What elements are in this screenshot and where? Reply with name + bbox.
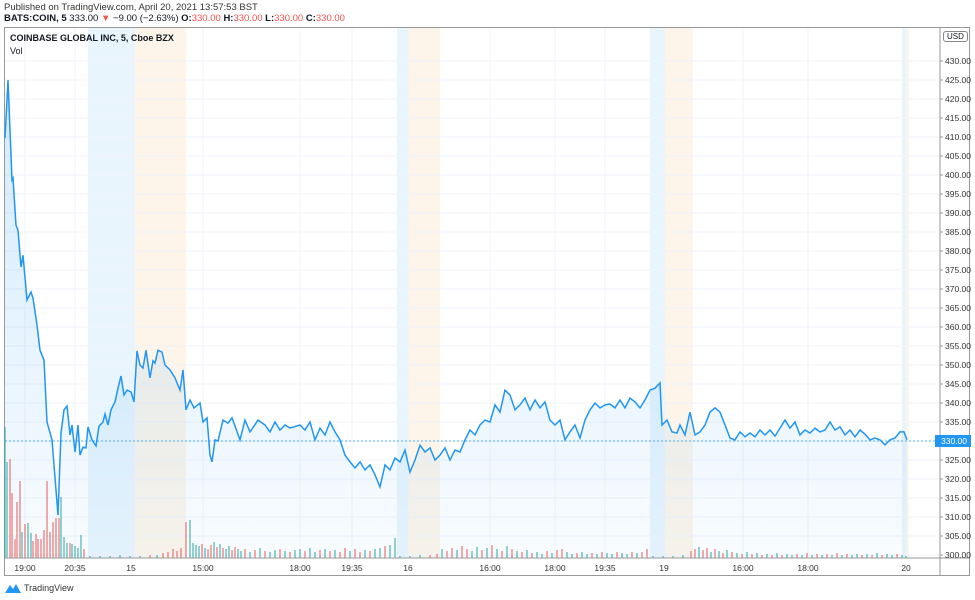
x-tick-label: 19:35: [594, 563, 616, 573]
x-tick-label: 15:00: [192, 563, 214, 573]
y-tick-label: 360.00: [945, 322, 971, 332]
y-tick-label: 310.00: [945, 512, 971, 522]
y-tick-label: 320.00: [945, 474, 971, 484]
pre-market-session: [397, 28, 408, 558]
x-tick-label: 19:35: [341, 563, 363, 573]
y-tick-label: 380.00: [945, 246, 971, 256]
y-tick-label: 420.00: [945, 94, 971, 104]
open-value: 330.00: [191, 13, 221, 24]
y-tick-label: 395.00: [945, 189, 971, 199]
y-tick-label: 300.00: [945, 550, 971, 560]
published-note: Published on TradingView.com, April 20, …: [4, 2, 258, 13]
x-tick-label: 16: [403, 563, 413, 573]
brand-name: TradingView: [24, 583, 74, 593]
close-value: 330.00: [315, 13, 345, 24]
legend-volume: Vol: [10, 46, 23, 56]
last-price: 333.00: [69, 13, 99, 24]
close-label: C:: [305, 13, 316, 24]
x-tick-label: 16:00: [732, 563, 754, 573]
y-tick-label: 405.00: [945, 151, 971, 161]
low-value: 330.00: [274, 13, 304, 24]
x-tick-label: 19: [659, 563, 669, 573]
price-axis[interactable]: 300.00 305.00 310.00 315.00 320.00 325.00 335.…: [940, 56, 971, 560]
x-tick-label: 19:00: [14, 563, 36, 573]
price-line: [4, 79, 908, 516]
y-tick-label: 365.00: [945, 303, 971, 313]
y-tick-label: 375.00: [945, 265, 971, 275]
symbol-quote: BATS:COIN, 5 333.00 ▼ −9.00 (−2.63%) O:3…: [4, 13, 345, 24]
price-change: −9.00 (−2.63%): [113, 13, 179, 24]
y-tick-label: 385.00: [945, 227, 971, 237]
x-tick-label: 15: [126, 563, 136, 573]
chart-legend: COINBASE GLOBAL INC, 5, Cboe BZX Vol: [10, 33, 174, 56]
y-tick-label: 350.00: [945, 360, 971, 370]
high-label: H:: [223, 13, 234, 24]
y-tick-label: 370.00: [945, 284, 971, 294]
legend-title: COINBASE GLOBAL INC, 5, Cboe BZX: [10, 33, 174, 43]
down-arrow-icon: ▼: [100, 13, 111, 24]
y-tick-label: 400.00: [945, 170, 971, 180]
x-tick-label: 20: [901, 563, 911, 573]
y-tick-label: 325.00: [945, 455, 971, 465]
y-tick-label: 315.00: [945, 493, 971, 503]
y-tick-label: 410.00: [945, 132, 971, 142]
x-tick-label: 18:00: [289, 563, 311, 573]
low-label: L:: [265, 13, 275, 24]
y-tick-label: 390.00: [945, 208, 971, 218]
y-tick-label: 345.00: [945, 379, 971, 389]
y-tick-label: 355.00: [945, 341, 971, 351]
y-tick-label: 425.00: [945, 75, 971, 85]
x-tick-label: 18:00: [544, 563, 566, 573]
high-value: 330.00: [233, 13, 263, 24]
open-label: O:: [181, 13, 192, 24]
y-tick-label: 430.00: [945, 56, 971, 66]
x-tick-label: 20:35: [64, 563, 86, 573]
tradingview-logo-icon: [5, 584, 21, 593]
x-tick-label: 16:00: [479, 563, 501, 573]
last-price-label: 330.00: [935, 435, 971, 447]
y-tick-label: 340.00: [945, 398, 971, 408]
time-axis[interactable]: 19:00 20:35 15 15:00 18:00 19:35 16 16:00 18:00 1…: [14, 563, 911, 573]
chart-frame: [4, 27, 970, 576]
symbol: BATS:COIN, 5: [4, 13, 67, 24]
x-tick-label: 18:00: [797, 563, 819, 573]
y-tick-label: 305.00: [945, 531, 971, 541]
y-tick-label: 335.00: [945, 417, 971, 427]
pre-market-session: [902, 28, 906, 558]
tradingview-brand[interactable]: TradingView: [5, 583, 74, 593]
post-market-session: [906, 28, 909, 558]
y-tick-label: 415.00: [945, 113, 971, 123]
price-area-fill: [5, 80, 907, 558]
currency-badge[interactable]: USD: [943, 31, 968, 42]
